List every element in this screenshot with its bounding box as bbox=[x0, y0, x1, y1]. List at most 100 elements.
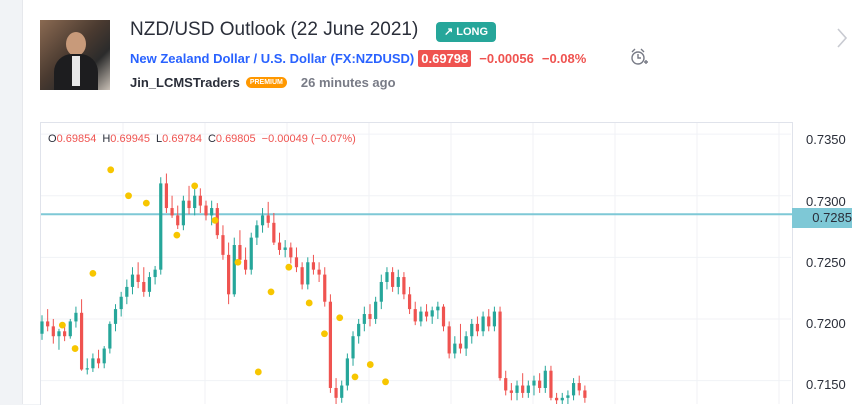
candle-body bbox=[113, 309, 118, 324]
candle-body bbox=[504, 378, 508, 391]
candle-body bbox=[526, 385, 530, 393]
avatar-shirt bbox=[72, 56, 80, 86]
candle-body bbox=[40, 321, 44, 334]
chart-area[interactable] bbox=[40, 122, 852, 405]
candle-body bbox=[419, 311, 423, 322]
alarm-clock-icon[interactable] bbox=[629, 47, 649, 67]
candle-body bbox=[492, 311, 496, 327]
ohlc-open: 0.69854 bbox=[56, 133, 97, 145]
price-axis[interactable] bbox=[792, 122, 852, 404]
candle-body bbox=[391, 272, 395, 287]
candle-body bbox=[255, 225, 259, 238]
candle-body bbox=[119, 296, 123, 310]
swing-marker bbox=[58, 321, 66, 329]
candle-body bbox=[396, 277, 400, 287]
swing-marker bbox=[336, 314, 344, 322]
candle-body bbox=[487, 316, 491, 327]
price-badge: 0.69798 bbox=[418, 50, 472, 67]
candle-body bbox=[125, 286, 129, 297]
level-price-label: 0.7285 bbox=[792, 208, 852, 228]
candle-body bbox=[424, 311, 429, 317]
swing-marker bbox=[173, 231, 181, 239]
candle-body bbox=[521, 385, 525, 393]
author-name[interactable]: Jin_LCMSTraders bbox=[130, 75, 240, 90]
candle-body bbox=[475, 323, 480, 332]
author-avatar[interactable] bbox=[40, 20, 110, 90]
candle-body bbox=[294, 257, 299, 268]
ohlc-low: 0.69784 bbox=[162, 133, 202, 145]
published-time: 26 minutes ago bbox=[300, 75, 396, 90]
candle-body bbox=[46, 321, 50, 327]
candle-body bbox=[407, 294, 412, 310]
candle-body bbox=[583, 390, 587, 398]
candle-body bbox=[142, 281, 146, 292]
swing-marker bbox=[71, 345, 79, 352]
candle-body bbox=[481, 316, 485, 332]
candle-body bbox=[306, 262, 310, 285]
swing-marker bbox=[211, 216, 219, 224]
candle-body bbox=[413, 309, 417, 322]
candle-body bbox=[379, 281, 383, 302]
symbol-line: New Zealand Dollar / U.S. Dollar (FX:NZD… bbox=[130, 50, 586, 67]
candle-body bbox=[323, 274, 327, 302]
candle-body bbox=[498, 311, 502, 379]
candle-body bbox=[176, 215, 180, 226]
candle-body bbox=[532, 380, 536, 386]
candle-body bbox=[153, 269, 157, 278]
candle-body bbox=[136, 274, 140, 282]
candle-body bbox=[464, 336, 468, 349]
candle-body bbox=[232, 245, 236, 295]
candle-body bbox=[345, 358, 349, 386]
candle-body bbox=[436, 306, 440, 311]
chevron-right-icon[interactable] bbox=[836, 27, 848, 49]
ohlc-high-label: H bbox=[102, 133, 111, 145]
candle-body bbox=[193, 195, 197, 209]
swing-marker bbox=[142, 199, 150, 207]
candle-body bbox=[447, 326, 451, 354]
candle-body bbox=[300, 267, 304, 285]
candle-body bbox=[430, 310, 434, 317]
symbol-name-link[interactable]: New Zealand Dollar / U.S. Dollar bbox=[130, 51, 327, 66]
candle-body bbox=[187, 200, 191, 209]
price-change-pct: −0.08% bbox=[541, 51, 587, 66]
candle-body bbox=[328, 301, 333, 388]
candle-body bbox=[102, 348, 106, 364]
swing-marker bbox=[267, 288, 275, 296]
candle-body bbox=[221, 235, 225, 255]
long-badge: ↗ LONG bbox=[436, 22, 497, 42]
axis-tick: 0.7200 bbox=[806, 316, 846, 331]
candle-body bbox=[277, 242, 282, 250]
candle-body bbox=[509, 390, 513, 393]
candle-body bbox=[334, 387, 338, 398]
candle-body bbox=[108, 323, 112, 349]
ohlc-high: 0.69945 bbox=[110, 133, 151, 145]
axis-tick: 0.7150 bbox=[806, 377, 846, 392]
ohlc-close-label: C bbox=[207, 133, 216, 145]
candle-body bbox=[317, 269, 321, 275]
candle-body bbox=[227, 254, 231, 295]
axis-tick: 0.7350 bbox=[806, 132, 846, 147]
candle-body bbox=[458, 343, 463, 349]
candle-body bbox=[571, 383, 576, 396]
candle-body bbox=[555, 397, 559, 401]
symbol-code-link[interactable]: (FX:NZDUSD) bbox=[330, 51, 415, 66]
premium-badge: PREMIUM bbox=[245, 77, 287, 88]
candle-body bbox=[198, 195, 202, 206]
candle-body bbox=[238, 245, 242, 260]
candle-body bbox=[272, 222, 276, 243]
candle-body bbox=[368, 314, 372, 319]
swing-marker bbox=[107, 166, 115, 174]
candle-body bbox=[515, 385, 519, 393]
candle-body bbox=[538, 380, 542, 388]
candle-body bbox=[210, 208, 214, 216]
axis-tick: 0.7250 bbox=[806, 255, 846, 270]
candle-body bbox=[51, 326, 55, 337]
swing-marker bbox=[191, 182, 199, 190]
candle-body bbox=[159, 183, 163, 270]
candle-body bbox=[181, 200, 185, 226]
price-change: −0.00056 bbox=[479, 51, 534, 66]
swing-marker bbox=[89, 269, 97, 277]
candle-body bbox=[549, 370, 553, 398]
candle-body bbox=[243, 259, 248, 270]
idea-title[interactable]: NZD/USD Outlook (22 June 2021) bbox=[130, 19, 419, 40]
